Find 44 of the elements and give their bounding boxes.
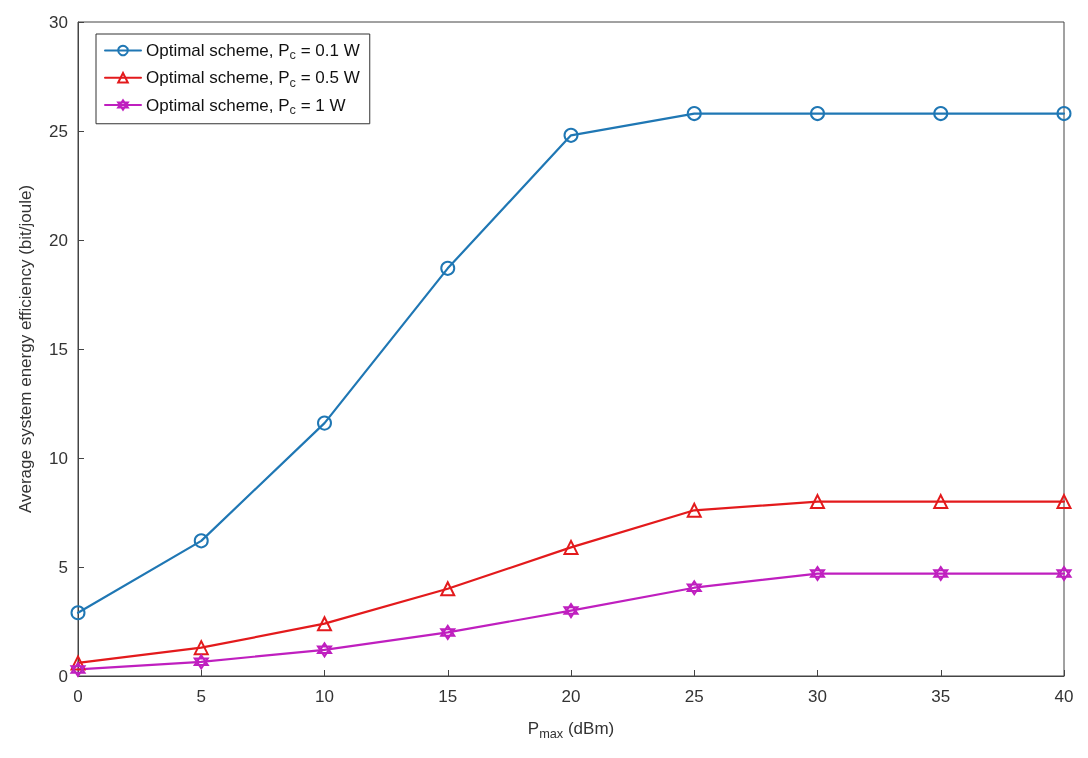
point [1056, 494, 1072, 510]
point [317, 642, 332, 658]
y-axis-title: Average system energy efficiency (bit/joule) [16, 184, 35, 514]
point [810, 106, 825, 122]
point [193, 640, 209, 656]
point [563, 603, 579, 619]
point [563, 539, 579, 555]
point [1056, 566, 1072, 582]
y-tick-label: 20 [49, 230, 68, 250]
point [1056, 106, 1072, 122]
point [70, 605, 86, 621]
point [686, 106, 702, 122]
point [440, 581, 456, 597]
point [810, 566, 825, 582]
point [686, 580, 702, 596]
x-tick-label: 20 [561, 687, 581, 706]
point [563, 127, 579, 143]
point [933, 106, 949, 122]
point [933, 566, 949, 582]
y-tick-label: 5 [58, 557, 68, 577]
y-tick-label: 10 [49, 448, 68, 468]
y-tick-label: 25 [49, 121, 68, 141]
y-tick-label: 15 [49, 339, 68, 359]
y-tick-label: 0 [58, 666, 68, 686]
point [70, 661, 86, 677]
point [440, 624, 456, 640]
point [933, 494, 949, 510]
x-tick-label: 5 [196, 687, 206, 706]
x-tick-label: 15 [438, 687, 458, 706]
x-tick-label: 0 [73, 687, 83, 706]
point [193, 654, 209, 670]
x-tick-label: 40 [1054, 687, 1074, 706]
y-tick-label: 30 [49, 12, 68, 32]
point [317, 415, 332, 431]
point [193, 533, 209, 549]
x-tick-label: 25 [684, 687, 704, 706]
x-tick-label: 35 [931, 687, 951, 706]
x-tick-label: 30 [808, 687, 827, 706]
point [686, 502, 702, 518]
point [317, 616, 332, 632]
point [440, 260, 456, 276]
x-tick-label: 10 [315, 687, 334, 706]
point [810, 494, 825, 510]
point [70, 655, 86, 671]
